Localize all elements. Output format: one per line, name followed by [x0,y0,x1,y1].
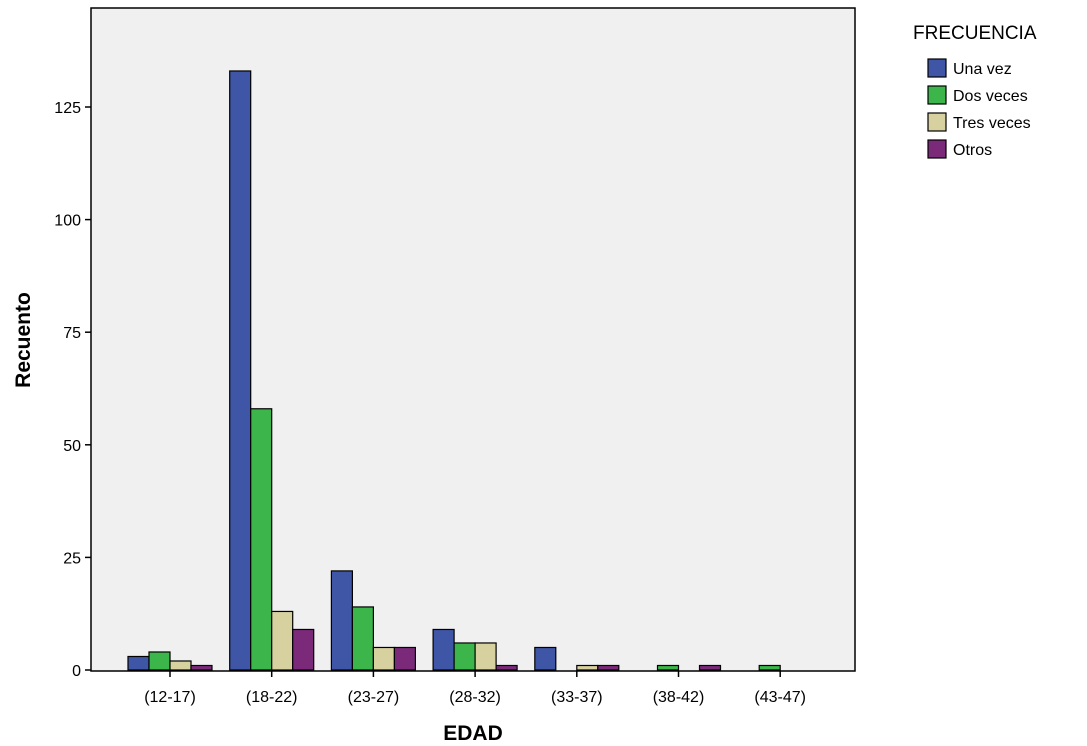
bar-tres-veces-3 [474,642,497,671]
y-axis: 0 25 50 75 100 125 [54,100,91,680]
y-tick-label: 25 [63,550,81,567]
legend: FRECUENCIA Una vez Dos veces Tres veces Otr… [913,23,1037,159]
x-tick-label: (43-47) [754,689,806,706]
x-tick-label: (12-17) [144,689,196,706]
x-tick-label: (28-32) [449,689,501,706]
bar-dos-veces-0 [148,651,171,671]
bar-dos-veces-2 [351,606,374,671]
legend-title: FRECUENCIA [913,23,1037,44]
bars-layer [127,70,781,671]
y-tick-label: 50 [63,438,81,455]
legend-swatch-una-vez [927,58,947,78]
bar-tres-veces-4 [576,664,599,671]
bar-otros-4 [597,664,620,671]
bar-otros-2 [393,646,416,671]
bar-dos-veces-5 [656,664,680,671]
bar-dos-veces-1 [250,408,273,671]
legend-label: Tres veces [953,115,1031,132]
y-tick-label: 0 [72,663,81,680]
x-tick-label: (18-22) [246,689,298,706]
y-tick-label: 75 [63,325,81,342]
x-axis: (12-17) (18-22) (23-27) (28-32) (33-37) (38-4… [144,671,806,706]
x-axis-title: EDAD [443,722,503,745]
bar-tres-veces-0 [169,660,192,671]
bar-dos-veces-3 [453,642,476,671]
x-tick-label: (38-42) [653,689,705,706]
bar-otros-5 [698,664,722,671]
legend-label: Dos veces [953,88,1028,105]
legend-swatch-otros [927,139,947,159]
legend-label: Una vez [953,61,1012,78]
y-tick-label: 100 [54,213,81,230]
bar-una-vez-1 [229,70,252,671]
bar-una-vez-0 [127,655,150,671]
x-tick-label: (33-37) [551,689,603,706]
y-axis-title: Recuento [12,292,35,388]
legend-swatch-dos-veces [927,85,947,105]
bar-tres-veces-1 [271,610,294,671]
legend-label: Otros [953,142,992,159]
y-tick-label: 125 [54,100,81,117]
legend-swatch-tres-veces [927,112,947,132]
bar-tres-veces-2 [372,646,395,671]
bar-una-vez-4 [534,646,557,671]
plot-area [90,7,856,672]
bar-una-vez-3 [432,628,455,671]
bar-otros-0 [190,664,213,671]
bar-dos-veces-6 [758,664,781,671]
bar-una-vez-2 [330,570,353,671]
x-tick-label: (23-27) [348,689,400,706]
bar-otros-1 [292,628,315,671]
bar-otros-3 [495,664,518,671]
